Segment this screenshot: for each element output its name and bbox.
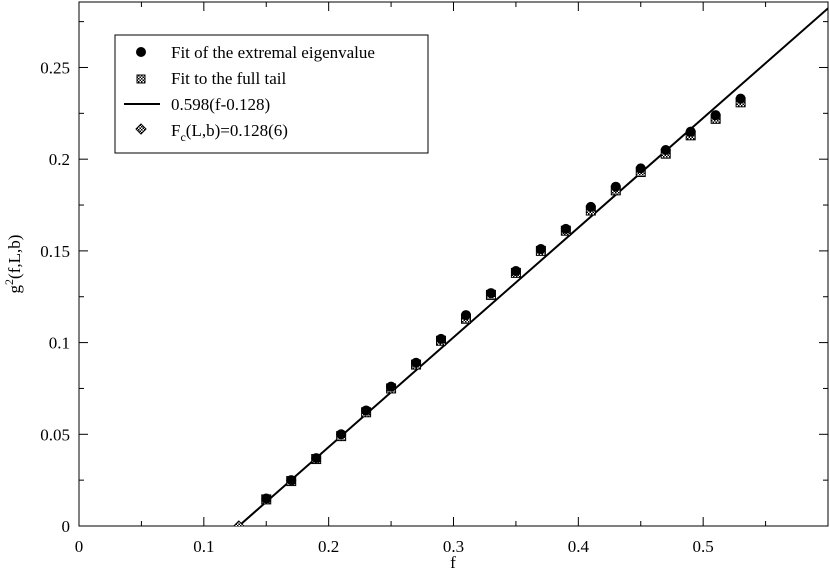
x-tick-label: 0.2	[318, 537, 339, 556]
x-axis-ticks: 0 0.1 0.2 0.3 0.4 0.5	[75, 2, 767, 556]
x-tick-label: 0	[75, 537, 84, 556]
x-tick-label: 0.4	[568, 537, 590, 556]
extremal-eigenvalue-point	[485, 288, 496, 299]
y-axis-label-sup: 2	[2, 279, 16, 285]
x-tick-label: 0.1	[193, 537, 214, 556]
legend-label-fit-line: 0.598(f-0.128)	[171, 95, 270, 114]
extremal-eigenvalue-point	[710, 110, 721, 121]
extremal-eigenvalue-point	[610, 181, 621, 192]
legend-label-critical-point-rest: (L,b)=0.128(6)	[186, 121, 288, 140]
legend-marker-diamond	[135, 123, 147, 135]
extremal-eigenvalue-point	[336, 429, 347, 440]
legend-label-extremal-eigenvalue: Fit of the extremal eigenvalue	[171, 43, 375, 62]
extremal-eigenvalue-point	[261, 493, 272, 504]
y-axis-label-rest: (f,L,b)	[5, 235, 24, 279]
legend: Fit of the extremal eigenvalue Fit to th…	[114, 34, 429, 154]
extremal-eigenvalue-point	[585, 201, 596, 212]
y-axis-label: g2(f,L,b)	[2, 235, 24, 294]
legend-label-critical-point-base: F	[171, 121, 180, 140]
legend-marker-circle	[136, 47, 146, 57]
series-critical-point	[233, 520, 245, 526]
y-axis-ticks: 0 0.05 0.1 0.15 0.2 0.25	[40, 21, 828, 536]
extremal-eigenvalue-point	[361, 405, 372, 416]
extremal-eigenvalue-point	[535, 244, 546, 255]
extremal-eigenvalue-point	[685, 126, 696, 137]
x-axis-label: f	[450, 553, 456, 572]
y-tick-label: 0.1	[49, 334, 70, 353]
extremal-eigenvalue-point	[660, 145, 671, 156]
extremal-eigenvalue-point	[460, 310, 471, 321]
y-tick-label: 0.15	[40, 242, 70, 261]
extremal-eigenvalue-point	[560, 223, 571, 234]
extremal-eigenvalue-point	[735, 93, 746, 104]
extremal-eigenvalue-point	[286, 475, 297, 486]
y-tick-label: 0	[62, 517, 71, 536]
legend-label-critical-point: Fc(L,b)=0.128(6)	[171, 121, 288, 144]
extremal-eigenvalue-point	[510, 266, 521, 277]
extremal-eigenvalue-point	[436, 333, 447, 344]
series-extremal-eigenvalue	[261, 93, 746, 504]
plot-area	[233, 7, 828, 526]
x-tick-label: 0.3	[443, 537, 464, 556]
extremal-eigenvalue-point	[411, 357, 422, 368]
critical-point-marker	[233, 520, 245, 526]
y-tick-label: 0.05	[40, 425, 70, 444]
legend-marker-square	[136, 74, 146, 84]
y-tick-label: 0.2	[49, 150, 70, 169]
y-axis-label-base: g	[5, 284, 24, 293]
x-tick-label: 0.5	[693, 537, 714, 556]
legend-label-critical-point-sub: c	[180, 130, 185, 144]
legend-label-full-tail: Fit to the full tail	[171, 69, 286, 88]
extremal-eigenvalue-point	[386, 381, 397, 392]
extremal-eigenvalue-point	[635, 163, 646, 174]
y-tick-label: 0.25	[40, 58, 70, 77]
extremal-eigenvalue-point	[311, 453, 322, 464]
legend-box	[114, 34, 429, 154]
